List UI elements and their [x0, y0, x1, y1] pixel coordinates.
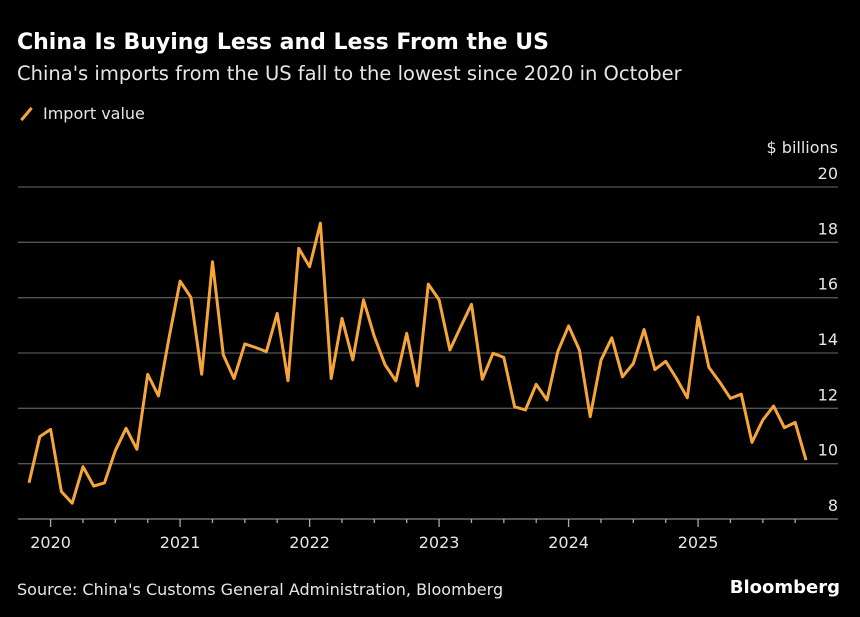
chart-subtitle: China's imports from the US fall to the … [17, 62, 682, 85]
x-tick-label: 2021 [160, 533, 201, 552]
x-tick-label: 2022 [289, 533, 330, 552]
y-axis-unit: $ billions [766, 138, 838, 157]
x-tick-label: 2023 [419, 533, 460, 552]
y-tick-label: 8 [828, 496, 838, 515]
y-tick-label: 18 [818, 219, 838, 238]
bloomberg-logo: Bloomberg [729, 577, 840, 598]
x-tick-label: 2025 [678, 533, 719, 552]
y-tick-label: 16 [818, 275, 838, 294]
chart-title: China Is Buying Less and Less From the U… [17, 30, 549, 55]
y-tick-label: 10 [818, 441, 838, 460]
y-tick-label: 14 [818, 330, 838, 349]
series-line-import-value [27, 221, 808, 505]
legend-label: Import value [43, 104, 145, 123]
source-note: Source: China's Customs General Administ… [17, 580, 504, 599]
x-tick-label: 2020 [30, 533, 71, 552]
y-tick-label: 12 [818, 385, 838, 404]
legend: Import value [19, 104, 145, 123]
y-tick-label: 20 [818, 164, 838, 183]
x-tick-label: 2024 [548, 533, 589, 552]
